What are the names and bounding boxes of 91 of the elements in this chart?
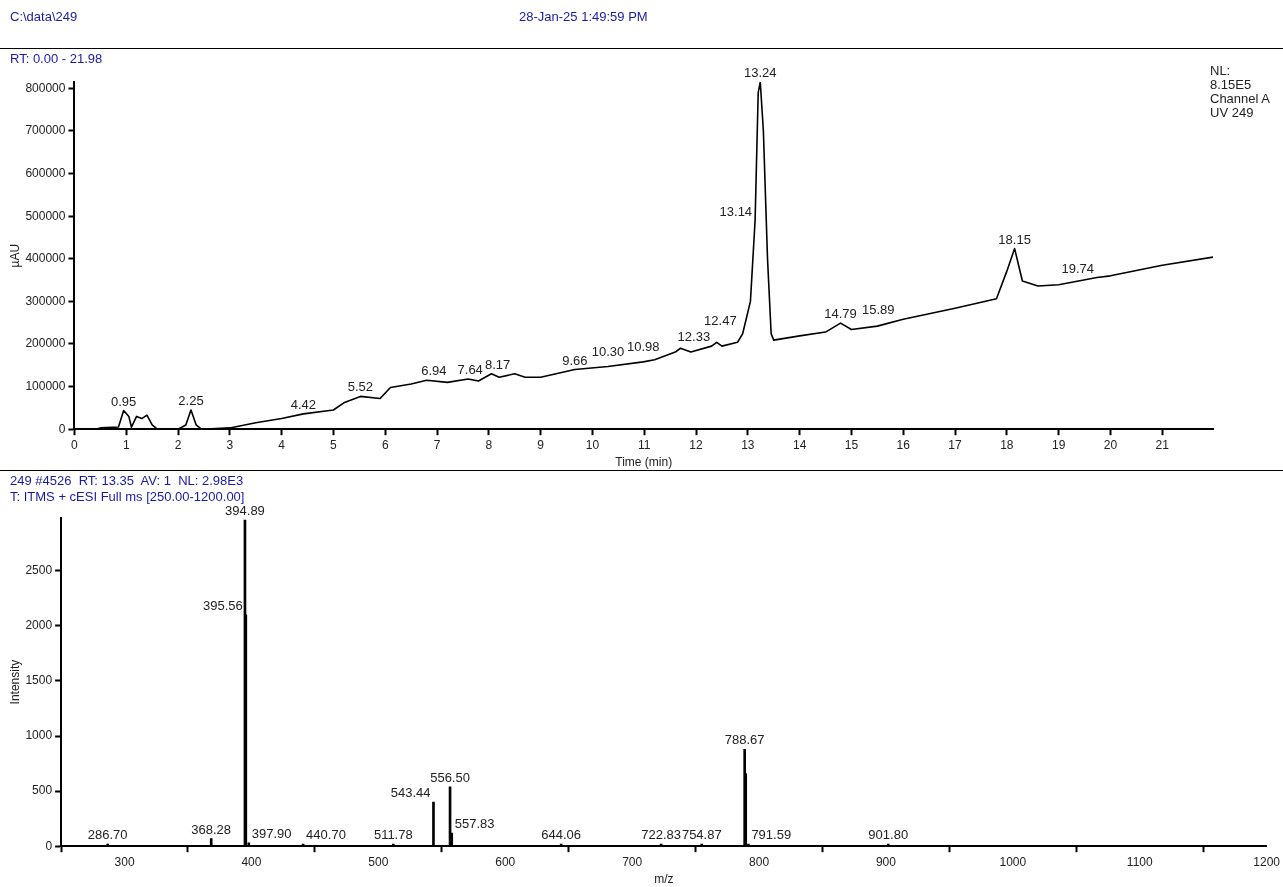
text: C:\data\249: [10, 9, 78, 24]
x-tick-label: 15: [844, 437, 859, 452]
y-tick-label: 700000: [25, 123, 66, 138]
annotation: 0.95: [111, 393, 137, 409]
y-tick-label: 2500: [25, 563, 53, 578]
chart-title: 249 #4526 RT: 13.35 AV: 1 NL: 2.98E3: [10, 473, 244, 488]
x-tick-label: 2: [174, 437, 182, 452]
annotation: 7.64: [457, 362, 483, 378]
x-tick-label: 1000: [999, 854, 1027, 869]
y-tick-label: 200000: [25, 336, 66, 351]
annotation: 4.42: [290, 396, 317, 412]
y-tick-label: 500: [32, 783, 53, 798]
x-tick-label: 11: [638, 437, 651, 452]
x-tick-label: 300: [114, 854, 135, 869]
x-tick-label: 500: [368, 854, 389, 869]
x-tick-label: 21: [1155, 437, 1170, 452]
annotation: 286.70: [87, 827, 128, 843]
annotation: 788.67: [724, 732, 765, 748]
annotation: 10.30: [591, 343, 625, 359]
annotation: 19.74: [1061, 260, 1094, 276]
annotation: 13.24: [744, 65, 777, 81]
annotation: 13.14: [719, 203, 753, 219]
x-tick-label: 700: [622, 854, 643, 869]
annotation: 12.33: [677, 329, 711, 345]
annotation: 2.25: [178, 393, 204, 409]
x-tick-label: 1200: [1253, 854, 1281, 869]
x-tick-label: 6: [381, 437, 389, 452]
annotation: 10.98: [626, 338, 660, 354]
annotation: 9.66: [562, 352, 588, 368]
annotation: 543.44: [390, 785, 431, 801]
annotation: 511.78: [373, 827, 413, 843]
x-tick-label: 12: [689, 437, 704, 452]
annotation: 14.79: [824, 306, 857, 322]
x-tick-label: 5: [330, 437, 338, 452]
y-tick-label: 0: [58, 421, 66, 436]
y-tick-label: 1000: [25, 728, 53, 743]
x-tick-label: 16: [896, 437, 911, 452]
annotation: 722.83: [641, 827, 681, 843]
annotation: 397.90: [251, 825, 292, 841]
x-tick-label: 17: [948, 437, 963, 452]
x-tick-label: 3: [226, 437, 234, 452]
x-tick-label: 20: [1103, 437, 1118, 452]
x-axis-title: Time (min): [615, 455, 673, 470]
annotation: 557.83: [454, 816, 495, 832]
x-tick-label: 1: [122, 437, 130, 452]
y-tick-label: 2000: [25, 618, 53, 633]
annotation: 12.47: [704, 313, 737, 329]
annotation: 644.06: [541, 827, 582, 843]
x-tick-label: 10: [585, 437, 600, 452]
y-tick-label: 400000: [25, 251, 66, 266]
y-tick-label: 100000: [25, 378, 66, 393]
y-axis-title: µAU: [7, 243, 22, 268]
x-tick-label: 18: [1000, 437, 1014, 452]
chart-subtitle: T: ITMS + cESI Full ms [250.00-1200.00]: [10, 489, 245, 504]
y-tick-label: 800000: [25, 80, 66, 95]
annotation: 394.89: [225, 503, 265, 519]
x-tick-label: 400: [241, 854, 262, 869]
y-axis-title: Intensity: [7, 659, 22, 705]
annotation: 395.56: [203, 598, 243, 613]
x-tick-label: 19: [1051, 437, 1066, 452]
x-tick-label: 9: [537, 437, 545, 452]
y-tick-label: 0: [45, 838, 53, 853]
x-tick-label: 1100: [1126, 854, 1153, 869]
annotation: 18.15: [998, 231, 1031, 247]
y-tick-label: 500000: [25, 208, 66, 223]
x-axis-title: m/z: [654, 872, 674, 887]
annotation: 15.89: [862, 302, 895, 318]
annotation: 368.28: [191, 821, 232, 837]
x-tick-label: 13: [741, 437, 755, 452]
text: 28-Jan-25 1:49:59 PM: [519, 9, 648, 24]
x-tick-label: 0: [71, 437, 79, 452]
x-tick-label: 800: [749, 854, 770, 869]
annotation: 6.94: [421, 363, 447, 379]
x-tick-label: 14: [792, 437, 807, 452]
x-tick-label: 600: [495, 854, 516, 869]
annotation: 8.17: [485, 356, 511, 372]
annotation: 754.87: [681, 827, 722, 843]
x-tick-label: 4: [278, 437, 286, 452]
y-tick-label: 300000: [25, 293, 66, 308]
annotation: NL: 8.15E5 Channel A UV 249: [1210, 63, 1270, 120]
y-tick-label: 600000: [25, 165, 66, 180]
annotation: 901.80: [868, 827, 909, 843]
x-tick-label: 900: [875, 854, 897, 869]
annotation: 440.70: [306, 827, 346, 843]
annotation: 556.50: [430, 769, 470, 785]
chart-title: RT: 0.00 - 21.98: [10, 51, 103, 66]
x-tick-label: 7: [433, 437, 441, 452]
annotation: 5.52: [347, 379, 374, 395]
annotation: 791.59: [751, 827, 792, 843]
x-tick-label: 8: [485, 437, 493, 452]
y-tick-label: 1500: [25, 673, 53, 688]
